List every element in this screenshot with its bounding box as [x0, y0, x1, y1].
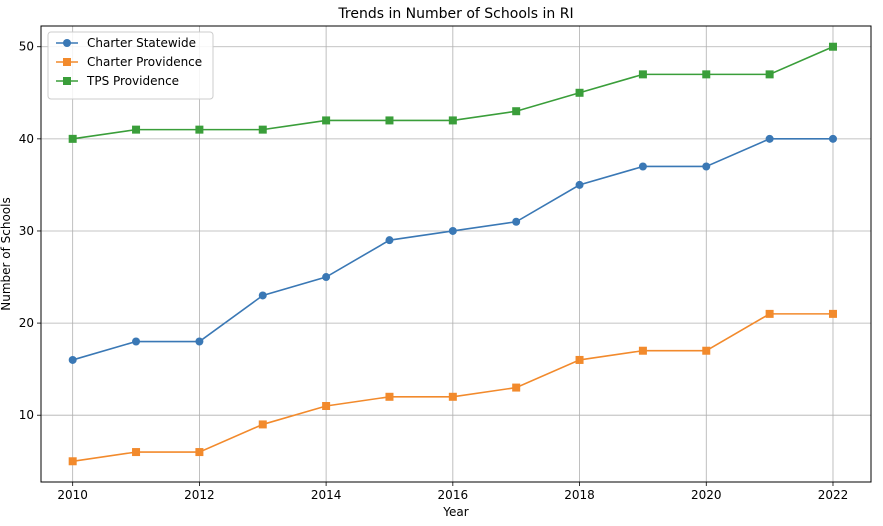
data-point: [132, 125, 141, 134]
data-point: [385, 392, 394, 401]
legend-marker: [63, 77, 71, 85]
y-axis-label: Number of Schools: [0, 197, 13, 311]
plot-frame: [40, 25, 872, 483]
x-tick-label: 2020: [691, 488, 722, 502]
data-point: [195, 337, 204, 346]
data-point: [132, 337, 141, 346]
data-point: [638, 346, 647, 355]
data-point: [512, 107, 521, 116]
x-tick-label: 2016: [438, 488, 469, 502]
legend: Charter Statewide Charter Providence TPS P…: [47, 31, 214, 100]
data-point: [512, 217, 521, 226]
y-tick-label: 40: [19, 132, 34, 146]
data-point: [765, 134, 774, 143]
data-point: [448, 226, 457, 235]
legend-label: Charter Providence: [87, 55, 202, 69]
data-point: [322, 273, 331, 282]
data-point: [828, 134, 837, 143]
data-point: [195, 448, 204, 457]
x-tick-label: 2012: [184, 488, 215, 502]
x-tick-label: 2014: [311, 488, 342, 502]
data-point: [385, 236, 394, 245]
data-point: [448, 392, 457, 401]
data-point: [828, 309, 837, 318]
data-point: [322, 402, 331, 410]
y-tick-label: 20: [19, 316, 34, 330]
data-point: [322, 116, 331, 125]
series-tps-providence: [68, 42, 837, 143]
y-tick-label: 50: [19, 40, 34, 54]
data-point: [702, 346, 711, 355]
data-point: [68, 134, 77, 143]
chart-title: Trends in Number of Schools in RI: [337, 6, 573, 22]
data-point: [512, 383, 521, 392]
data-point: [448, 116, 457, 125]
data-point: [258, 420, 267, 429]
legend-label: TPS Providence: [86, 74, 179, 88]
data-point: [638, 70, 647, 79]
data-point: [258, 291, 267, 300]
data-point: [638, 162, 647, 171]
data-point: [258, 125, 267, 134]
legend-box: [47, 31, 214, 100]
axis-ticks: 2010 2012 2014 2016 2018 2020 2022 10 20 30 40 50: [19, 40, 849, 502]
x-tick-label: 2018: [564, 488, 595, 502]
series-lines: [68, 42, 837, 466]
data-point: [828, 42, 837, 51]
data-point: [385, 116, 394, 125]
x-axis-label: Year: [442, 505, 468, 519]
legend-marker: [63, 58, 71, 66]
data-point: [132, 448, 141, 457]
data-point: [765, 70, 774, 79]
data-point: [702, 70, 711, 79]
legend-entry: Charter Statewide: [56, 36, 196, 50]
x-tick-label: 2010: [57, 488, 88, 502]
data-point: [765, 309, 774, 318]
y-tick-label: 10: [19, 408, 34, 422]
series-charter-statewide: [68, 134, 837, 364]
data-point: [702, 162, 711, 171]
legend-entry: Charter Providence: [56, 55, 202, 69]
data-point: [575, 180, 584, 189]
data-point: [68, 457, 77, 466]
y-tick-label: 30: [19, 224, 34, 238]
data-point: [575, 355, 584, 364]
x-tick-label: 2022: [818, 488, 849, 502]
data-point: [68, 355, 77, 364]
data-point: [575, 88, 584, 97]
legend-label: Charter Statewide: [87, 36, 196, 50]
legend-marker: [63, 39, 71, 47]
series-charter-providence: [68, 309, 837, 466]
legend-entry: TPS Providence: [56, 74, 179, 88]
data-point: [195, 125, 204, 134]
